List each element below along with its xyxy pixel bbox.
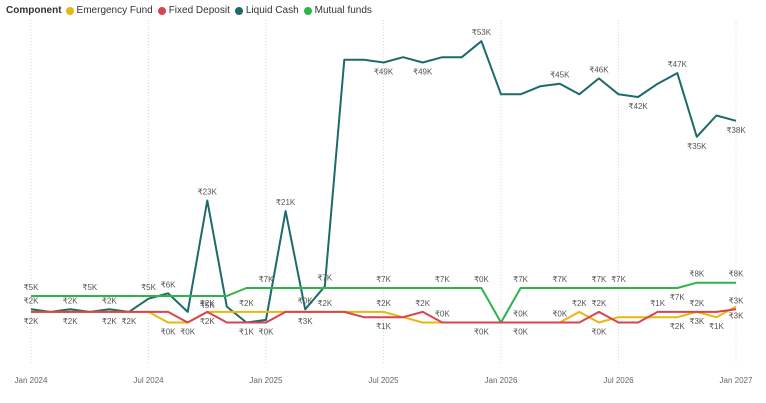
data-label: ₹1K xyxy=(376,322,392,331)
data-label: ₹2K xyxy=(63,317,79,326)
legend-title: Component xyxy=(6,5,62,16)
data-label: ₹7K xyxy=(317,273,333,282)
legend-item-mutual-funds[interactable]: Mutual funds xyxy=(303,5,372,16)
data-label: ₹3K xyxy=(729,296,745,305)
data-label: ₹2K xyxy=(102,317,118,326)
data-label: ₹45K xyxy=(550,71,570,80)
legend-item-fixed-deposit[interactable]: Fixed Deposit xyxy=(157,5,230,16)
chart-legend: Component Emergency Fund Fixed Deposit L… xyxy=(6,5,377,16)
legend-item-emergency-fund[interactable]: Emergency Fund xyxy=(65,5,153,16)
data-label: ₹38K xyxy=(726,126,746,135)
x-tick-label: Jan 2025 xyxy=(250,376,283,385)
data-label: ₹2K xyxy=(24,317,40,326)
data-label: ₹7K xyxy=(435,275,451,284)
legend-swatch xyxy=(65,6,74,15)
legend-item-liquid-cash[interactable]: Liquid Cash xyxy=(234,5,299,16)
x-tick-label: Jan 2026 xyxy=(485,376,518,385)
data-label: ₹7K xyxy=(611,275,627,284)
data-label: ₹1K xyxy=(239,328,255,337)
series-line-liquid-cash xyxy=(30,40,737,324)
legend-swatch xyxy=(157,6,166,15)
data-label: ₹8K xyxy=(729,270,745,279)
data-label: ₹46K xyxy=(589,65,609,74)
data-label: ₹2K xyxy=(376,299,392,308)
data-label: ₹0K xyxy=(474,328,490,337)
data-label: ₹2K xyxy=(239,299,255,308)
data-label: ₹3K xyxy=(689,317,705,326)
data-label: ₹7K xyxy=(552,275,568,284)
data-label: ₹0K xyxy=(513,328,529,337)
x-tick-label: Jul 2024 xyxy=(133,376,164,385)
data-label: ₹0K xyxy=(259,328,275,337)
data-label: ₹8K xyxy=(689,270,705,279)
data-label: ₹5K xyxy=(24,283,40,292)
data-label: ₹0K xyxy=(474,275,490,284)
legend-label: Fixed Deposit xyxy=(168,5,230,16)
data-label: ₹2K xyxy=(317,299,333,308)
data-label: ₹21K xyxy=(276,198,296,207)
data-label: ₹35K xyxy=(687,142,707,151)
data-label: ₹7K xyxy=(670,293,686,302)
data-label: ₹0K xyxy=(591,328,607,337)
data-label: ₹2K xyxy=(121,317,137,326)
data-label: ₹6K xyxy=(161,280,177,289)
data-label: ₹42K xyxy=(628,102,648,111)
x-tick-label: Jan 2027 xyxy=(720,376,753,385)
x-tick-label: Jul 2025 xyxy=(368,376,399,385)
data-label: ₹49K xyxy=(413,67,433,76)
data-label: ₹2K xyxy=(200,299,216,308)
legend-label: Liquid Cash xyxy=(245,5,299,16)
data-label: ₹5K xyxy=(200,301,216,310)
legend-swatch xyxy=(234,6,243,15)
data-label: ₹2K xyxy=(102,296,118,305)
data-label: ₹47K xyxy=(668,60,688,69)
data-label: ₹2K xyxy=(572,299,588,308)
data-label: ₹3K xyxy=(298,317,314,326)
data-label: ₹7K xyxy=(591,275,607,284)
data-label: ₹2K xyxy=(670,322,686,331)
data-label: ₹5K xyxy=(82,283,98,292)
data-label: ₹49K xyxy=(374,67,394,76)
data-label: ₹0K xyxy=(180,328,196,337)
data-label: ₹7K xyxy=(259,275,275,284)
series-line-mutual-funds xyxy=(31,281,736,324)
data-label: ₹2K xyxy=(63,296,79,305)
legend-label: Mutual funds xyxy=(314,5,372,16)
data-label: ₹5K xyxy=(141,283,157,292)
data-label: ₹2K xyxy=(415,299,431,308)
data-label: ₹2K xyxy=(24,296,40,305)
series-line-fixed-deposit xyxy=(31,308,737,324)
data-label: ₹0K xyxy=(298,296,314,305)
data-label: ₹2K xyxy=(689,299,705,308)
data-label: ₹3K xyxy=(729,312,745,321)
x-tick-label: Jul 2026 xyxy=(603,376,634,385)
legend-label: Emergency Fund xyxy=(76,5,153,16)
data-label: ₹1K xyxy=(650,299,666,308)
data-label: ₹0K xyxy=(513,310,529,319)
data-label: ₹7K xyxy=(376,275,392,284)
data-label: ₹2K xyxy=(591,299,607,308)
data-label: ₹0K xyxy=(435,310,451,319)
legend-swatch xyxy=(303,6,312,15)
data-label: ₹53K xyxy=(472,28,492,37)
data-label: ₹23K xyxy=(198,187,218,196)
data-label: ₹0K xyxy=(552,310,568,319)
x-tick-label: Jan 2024 xyxy=(15,376,48,385)
data-label: ₹2K xyxy=(200,317,216,326)
data-label: ₹0K xyxy=(161,328,177,337)
data-label: ₹1K xyxy=(709,322,725,331)
data-label: ₹7K xyxy=(513,275,529,284)
